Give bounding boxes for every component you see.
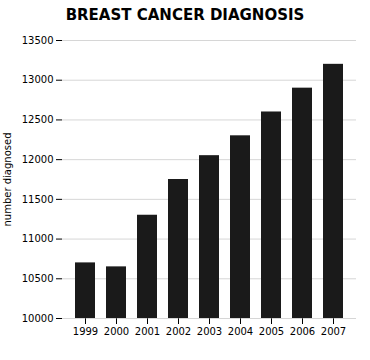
svg-text:number diagnosed: number diagnosed — [2, 133, 13, 227]
html-text:BREAST CANCER DIAGNOSIS: BREAST CANCER DIAGNOSIS — [65, 6, 305, 24]
svg-text:2001: 2001 — [135, 326, 160, 337]
svg-text:2006: 2006 — [290, 326, 315, 337]
svg-text:12500: 12500 — [22, 114, 54, 125]
svg-text:10500: 10500 — [22, 273, 54, 284]
svg-text:10000: 10000 — [22, 313, 54, 324]
svg-text:2002: 2002 — [166, 326, 191, 337]
svg-text:1999: 1999 — [73, 326, 98, 337]
svg-text:2000: 2000 — [104, 326, 129, 337]
svg-text:11500: 11500 — [22, 194, 54, 205]
svg-text:11000: 11000 — [22, 233, 54, 244]
svg-text:12000: 12000 — [22, 154, 54, 165]
svg-text:2003: 2003 — [197, 326, 222, 337]
svg-text:13500: 13500 — [22, 35, 54, 46]
svg-text:2007: 2007 — [321, 326, 346, 337]
svg-text:13000: 13000 — [22, 74, 54, 85]
svg-text:2005: 2005 — [259, 326, 284, 337]
svg-text:2004: 2004 — [228, 326, 253, 337]
